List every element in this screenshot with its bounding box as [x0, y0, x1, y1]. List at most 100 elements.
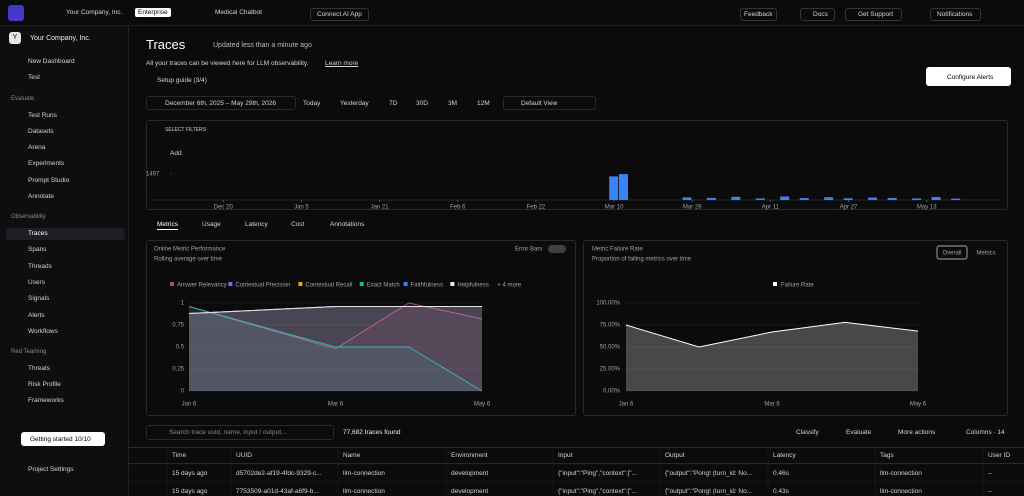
table-header: [129, 447, 1024, 464]
getting-started[interactable]: [21, 432, 105, 446]
column-header: Output: [665, 451, 685, 459]
column-header: Time: [172, 451, 187, 459]
view-label: Default View: [521, 99, 558, 107]
tab[interactable]: Usage: [202, 220, 221, 228]
getting-started-label: Getting started 10/10: [30, 435, 91, 443]
nav-item[interactable]: Traces: [28, 230, 48, 237]
view-select[interactable]: [503, 96, 596, 110]
cell: development: [451, 469, 489, 477]
active-nav: [6, 227, 125, 240]
cell: {"input":"Ping","context":["...: [558, 469, 638, 477]
column-header: UUID: [236, 451, 252, 459]
nav-section: Observability: [11, 214, 46, 220]
docs-button[interactable]: Docs: [800, 7, 835, 21]
add-filter[interactable]: Add: [170, 149, 182, 157]
column-header: Environment: [451, 451, 488, 459]
preset-button[interactable]: 12M: [477, 99, 490, 107]
cell: –: [988, 469, 992, 477]
cell: –: [988, 487, 992, 495]
org-avatar: Y: [9, 32, 21, 44]
metrics-panel: [146, 240, 576, 416]
column-header: Name: [343, 451, 361, 459]
nav-item[interactable]: Risk Profile: [28, 381, 61, 389]
table-action[interactable]: Classify: [796, 428, 819, 436]
company[interactable]: Your Company, Inc.: [66, 8, 123, 16]
preset-button[interactable]: 3M: [448, 99, 458, 107]
column-header: Input: [558, 451, 573, 459]
trace-count: 77,682 traces found: [343, 428, 401, 436]
project[interactable]: Medical Chatbot: [215, 8, 262, 16]
table-action[interactable]: More actions: [898, 428, 936, 436]
nav-item[interactable]: Frameworks: [28, 397, 64, 405]
org-name: Your Company, Inc.: [30, 34, 91, 42]
nav-item[interactable]: Test Runs: [28, 111, 57, 119]
logo[interactable]: [8, 5, 24, 21]
preset-button[interactable]: Today: [303, 99, 321, 107]
feedback-button[interactable]: Feedback: [740, 7, 777, 21]
nav-item[interactable]: New Dashboard: [28, 57, 75, 65]
nav-item[interactable]: Threats: [28, 364, 51, 372]
tab[interactable]: Metrics: [157, 220, 178, 230]
cell: 7753509-a01d-43af-a6f9-b...: [236, 487, 319, 495]
cell: llm-connection: [880, 487, 922, 495]
column-header: Latency: [773, 451, 796, 459]
cell: {"input":"Ping","context":["...: [558, 487, 638, 495]
connect-button[interactable]: Connect AI App: [310, 7, 369, 21]
table-action[interactable]: Evaluate: [846, 428, 872, 436]
nav-section: Red Teaming: [11, 348, 47, 355]
nav-item[interactable]: Arena: [28, 144, 46, 152]
filters-panel: [146, 120, 1008, 210]
cell: 0.46s: [773, 469, 789, 477]
nav-item[interactable]: Spans: [28, 246, 47, 254]
sidebar: [0, 26, 129, 495]
preset-button[interactable]: Yesterday: [340, 99, 369, 107]
support-button[interactable]: Get Support: [845, 7, 903, 21]
cell: 0.43s: [773, 487, 789, 495]
tab[interactable]: Annotations: [330, 220, 365, 228]
preset-button[interactable]: 30D: [416, 99, 428, 107]
setup-guide[interactable]: Setup guide (3/4): [157, 76, 207, 84]
nav-item[interactable]: Experiments: [28, 160, 65, 168]
cell: {"output":"Pong! (turn_id: No...: [665, 487, 753, 495]
settings[interactable]: Project Settings: [28, 465, 74, 473]
date-picker[interactable]: [146, 96, 296, 110]
cell: 15 days ago: [172, 469, 208, 477]
notifications-button[interactable]: Notifications: [930, 7, 982, 21]
updated: Updated less than a minute ago: [213, 41, 312, 49]
tab[interactable]: Latency: [245, 220, 268, 228]
preset-button[interactable]: 7D: [389, 99, 398, 107]
nav-item[interactable]: Users: [28, 278, 45, 286]
search-input: Search trace uuid, name, input / output.…: [169, 428, 287, 436]
nav-item[interactable]: Alerts: [28, 311, 45, 319]
learn-more[interactable]: Learn more: [325, 59, 359, 67]
nav-item[interactable]: Workflows: [28, 327, 58, 335]
date-range[interactable]: December 6th, 2025 – May 29th, 2026: [165, 99, 276, 107]
nav-item[interactable]: Datasets: [28, 127, 54, 135]
cell: 15 days ago: [172, 487, 208, 495]
cell: d5702de2-af19-4fdc-9329-c...: [236, 469, 322, 477]
toggle[interactable]: [548, 245, 566, 253]
tab[interactable]: Cost: [291, 220, 305, 228]
column-header: Tags: [880, 451, 894, 459]
cell: llm-connection: [343, 487, 385, 495]
cell: llm-connection: [880, 469, 922, 477]
nav-item[interactable]: Signals: [28, 295, 50, 303]
nav-item[interactable]: Annotate: [28, 193, 55, 200]
page-title: Traces: [146, 37, 186, 52]
filters-title: SELECT FILTERS: [165, 126, 206, 133]
nav-item[interactable]: Threads: [28, 262, 52, 270]
nav-section: Evaluate: [11, 95, 35, 102]
table-action[interactable]: Columns · 14: [966, 428, 1005, 436]
search-box[interactable]: [146, 425, 334, 440]
configure-alerts[interactable]: [926, 67, 1011, 86]
configure-alerts-label: Configure Alerts: [947, 73, 994, 81]
nav-item[interactable]: Prompt Studio: [28, 176, 70, 184]
plan-badge: Enterprise: [135, 7, 171, 17]
cell: {"output":"Pong! (turn_id: No...: [665, 469, 753, 477]
failure-panel: [583, 240, 1008, 416]
column-header: User ID: [988, 451, 1011, 459]
topbar: [0, 0, 1024, 26]
nav-item[interactable]: Test: [28, 73, 40, 81]
cell: development: [451, 487, 489, 495]
